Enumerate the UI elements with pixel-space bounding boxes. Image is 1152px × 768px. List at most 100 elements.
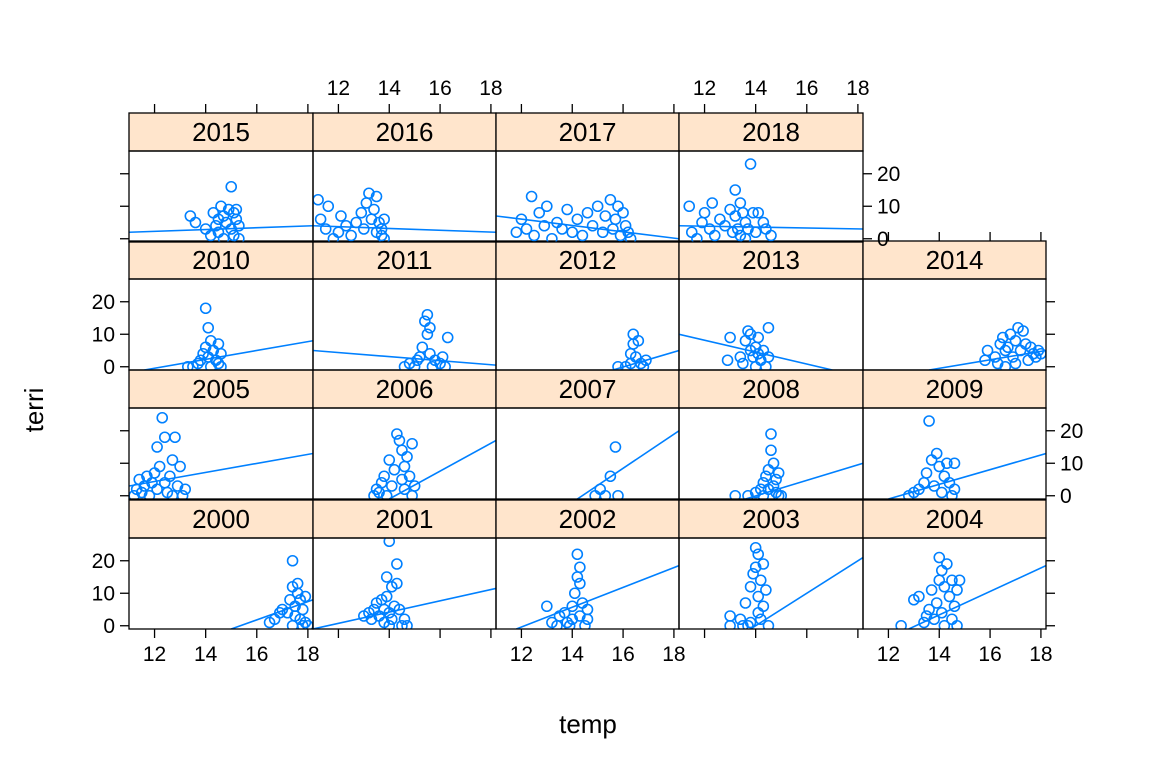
- y-tick-label: 20: [92, 550, 115, 573]
- data-point: [948, 483, 961, 496]
- x-axis-title: temp: [559, 709, 617, 739]
- panel-border-2004: [862, 537, 1047, 630]
- data-point: [202, 321, 215, 334]
- data-point: [1009, 334, 1022, 347]
- x-tick-label: 18: [662, 643, 685, 666]
- data-point: [946, 574, 958, 587]
- data-point: [314, 213, 327, 226]
- data-point: [757, 600, 770, 613]
- strip-label-2017: 2017: [559, 117, 617, 147]
- data-point: [734, 197, 747, 209]
- data-point: [358, 223, 370, 235]
- data-point: [739, 597, 752, 609]
- x-tick-label: 12: [510, 643, 533, 666]
- data-point: [749, 226, 762, 239]
- data-point: [370, 483, 383, 496]
- panel-content-2009: [888, 415, 1046, 499]
- data-point: [215, 347, 227, 360]
- data-point: [744, 580, 757, 593]
- data-point: [566, 226, 579, 239]
- data-point: [895, 619, 907, 629]
- data-point: [520, 223, 533, 235]
- data-point: [935, 486, 948, 499]
- panel-2008: 2008: [678, 369, 864, 500]
- data-point: [596, 226, 609, 239]
- x-axis-col-3-bottom: [703, 629, 859, 638]
- y-axis-row-0-left: 0 10 20: [92, 550, 129, 638]
- data-point: [685, 226, 698, 239]
- data-point: [752, 206, 765, 219]
- data-point: [153, 460, 166, 473]
- data-point: [612, 489, 624, 499]
- panel-content-2010: [144, 302, 313, 370]
- data-point: [184, 210, 197, 222]
- data-point: [617, 206, 629, 219]
- data-point: [586, 219, 599, 232]
- data-point: [640, 354, 652, 367]
- data-point: [174, 460, 186, 473]
- strip-label-2006: 2006: [376, 374, 434, 404]
- x-tick-label: 18: [1029, 643, 1052, 666]
- strip-label-2016: 2016: [376, 117, 434, 147]
- data-point: [752, 606, 765, 619]
- data-point: [426, 360, 439, 370]
- data-point: [169, 431, 181, 444]
- data-point: [164, 470, 176, 483]
- data-point: [581, 603, 594, 616]
- data-point: [754, 613, 767, 626]
- strip-label-2002: 2002: [559, 504, 617, 534]
- y-axis-row-3-right: 0 10 20: [863, 163, 900, 251]
- data-point: [571, 548, 584, 561]
- data-point: [999, 344, 1012, 357]
- y-tick-label: 0: [103, 615, 115, 638]
- data-point: [355, 206, 368, 219]
- data-point: [767, 457, 780, 470]
- data-point: [941, 558, 953, 570]
- data-point: [403, 470, 416, 483]
- data-point: [378, 470, 390, 483]
- panel-2015: 2015: [128, 112, 314, 243]
- data-point: [734, 351, 747, 363]
- strip-label-2015: 2015: [192, 117, 250, 147]
- data-point: [609, 213, 622, 226]
- data-point: [757, 216, 770, 229]
- strip-2018: [678, 112, 864, 152]
- data-point: [525, 190, 538, 203]
- y-tick-label: 0: [1060, 485, 1072, 508]
- panel-content-2015: [129, 180, 313, 242]
- data-point: [332, 226, 345, 239]
- data-point: [747, 206, 759, 219]
- data-point: [546, 232, 558, 242]
- data-point: [181, 360, 194, 370]
- data-point: [622, 226, 634, 239]
- x-tick-label: 14: [744, 77, 768, 100]
- data-point: [322, 200, 335, 213]
- data-point: [760, 470, 772, 483]
- data-point: [233, 219, 245, 232]
- y-tick-label: 0: [877, 228, 889, 251]
- data-point: [762, 619, 775, 629]
- data-point: [721, 354, 734, 367]
- data-point: [719, 219, 731, 232]
- data-point: [581, 206, 594, 219]
- panel-content-2003: [724, 541, 863, 629]
- data-point: [388, 463, 401, 476]
- data-point: [538, 219, 551, 232]
- data-point: [752, 590, 765, 603]
- data-point: [632, 334, 645, 347]
- data-point: [742, 325, 754, 337]
- data-point: [401, 619, 413, 629]
- panel-2011: 2011: [312, 240, 497, 371]
- panel-content-2001: [313, 538, 496, 629]
- data-point: [951, 584, 963, 596]
- data-point: [380, 489, 393, 499]
- data-point: [923, 603, 935, 616]
- data-point: [706, 197, 719, 209]
- panel-content-2002: [516, 548, 679, 629]
- panel-border-2001: [312, 537, 497, 630]
- data-point: [591, 200, 604, 213]
- data-point: [176, 489, 189, 499]
- data-point: [151, 441, 163, 453]
- x-axis-col-3-top: 12 14 16 18: [693, 77, 870, 113]
- y-tick-label: 20: [1060, 420, 1083, 443]
